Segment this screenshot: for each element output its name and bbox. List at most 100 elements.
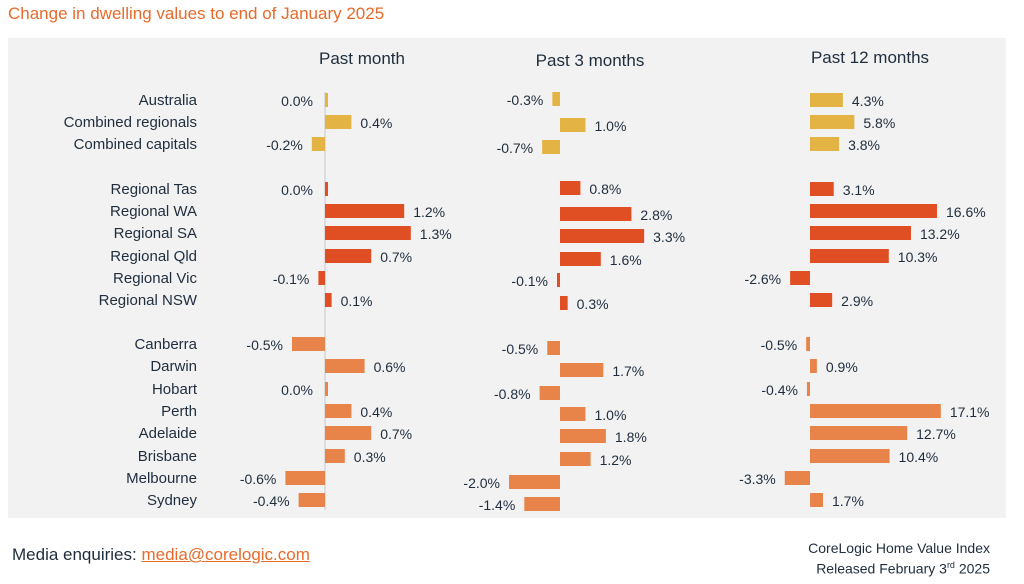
data-label: 0.0% xyxy=(281,382,313,398)
data-label: -0.2% xyxy=(266,137,303,153)
bar xyxy=(560,429,606,443)
bar xyxy=(325,182,328,196)
bar xyxy=(318,271,325,285)
release-suffix: 2025 xyxy=(954,560,990,577)
category-label: Perth xyxy=(161,403,197,420)
data-label: 3.8% xyxy=(848,137,880,153)
bar xyxy=(285,471,325,485)
data-label: 1.0% xyxy=(595,118,627,134)
bar xyxy=(325,293,332,307)
bar xyxy=(325,93,328,107)
data-label: 0.9% xyxy=(826,359,858,375)
data-label: 13.2% xyxy=(920,226,960,242)
category-label: Australia xyxy=(139,92,198,109)
data-label: 0.1% xyxy=(341,293,373,309)
bar xyxy=(790,271,810,285)
data-label: 0.4% xyxy=(360,115,392,131)
data-label: 0.3% xyxy=(354,449,386,465)
data-label: 3.3% xyxy=(653,229,685,245)
data-label: 1.3% xyxy=(420,226,452,242)
bar xyxy=(560,118,586,132)
bar xyxy=(560,452,591,466)
release-date: Released February 3rd 2025 xyxy=(808,557,990,578)
category-label: Regional Tas xyxy=(111,181,197,198)
data-label: -1.4% xyxy=(479,497,516,513)
data-label: 0.3% xyxy=(577,296,609,312)
category-label: Regional Vic xyxy=(113,270,197,287)
media-email-link[interactable]: media@corelogic.com xyxy=(141,545,310,564)
bar xyxy=(325,449,345,463)
data-label: 0.7% xyxy=(380,249,412,265)
bar xyxy=(810,93,843,107)
data-label: 1.7% xyxy=(832,493,864,509)
category-label: Regional Qld xyxy=(110,248,197,265)
data-label: -0.1% xyxy=(511,273,548,289)
bar xyxy=(810,115,855,129)
data-label: 0.0% xyxy=(281,93,313,109)
category-label: Melbourne xyxy=(126,470,197,487)
data-label: -0.1% xyxy=(273,271,310,287)
data-label: 10.4% xyxy=(899,449,939,465)
category-label: Regional WA xyxy=(110,203,197,220)
bar xyxy=(560,296,568,310)
data-label: 16.6% xyxy=(946,204,986,220)
category-label: Regional SA xyxy=(114,225,197,242)
data-label: 2.8% xyxy=(640,207,672,223)
data-label: 17.1% xyxy=(950,404,990,420)
data-label: 1.2% xyxy=(600,452,632,468)
bar-chart: Australia Combined regionals Combined capi… xyxy=(64,48,990,513)
bar xyxy=(542,140,560,154)
bar xyxy=(806,382,810,396)
data-label: -0.3% xyxy=(507,92,544,108)
bar xyxy=(810,182,834,196)
data-label: 1.8% xyxy=(615,429,647,445)
bar xyxy=(325,249,372,263)
category-label: Sydney xyxy=(147,492,198,509)
release-prefix: Released February 3 xyxy=(816,560,947,577)
category-label: Canberra xyxy=(134,336,197,353)
data-label: -0.4% xyxy=(761,382,798,398)
bar xyxy=(810,137,840,151)
data-label: 0.8% xyxy=(589,181,621,197)
bar xyxy=(810,204,937,218)
bar xyxy=(560,252,601,266)
category-label: Hobart xyxy=(152,381,198,398)
category-label: Adelaide xyxy=(139,425,197,442)
column-header: Past 12 months xyxy=(811,48,929,67)
bar xyxy=(810,404,941,418)
data-label: -0.5% xyxy=(246,337,283,353)
bar xyxy=(810,426,908,440)
data-label: 0.6% xyxy=(374,359,406,375)
bar xyxy=(560,207,632,221)
column-header: Past 3 months xyxy=(536,51,645,70)
data-label: 10.3% xyxy=(898,249,938,265)
category-label: Regional NSW xyxy=(99,292,198,309)
data-label: 0.7% xyxy=(380,426,412,442)
column-header: Past month xyxy=(319,49,405,68)
bar xyxy=(560,363,604,377)
data-label: 1.6% xyxy=(610,252,642,268)
bar xyxy=(810,493,824,507)
data-label: -0.5% xyxy=(502,341,539,357)
bar xyxy=(509,475,560,489)
bar xyxy=(325,115,352,129)
data-label: 3.1% xyxy=(843,182,875,198)
bar xyxy=(560,407,586,421)
data-label: 1.2% xyxy=(413,204,445,220)
bar xyxy=(784,471,810,485)
media-label: Media enquiries: xyxy=(12,545,142,564)
bar xyxy=(325,404,352,418)
bar xyxy=(810,359,817,373)
bar xyxy=(557,273,560,287)
index-name: CoreLogic Home Value Index xyxy=(808,540,990,556)
bar xyxy=(810,226,911,240)
data-label: -0.5% xyxy=(761,337,798,353)
data-label: -0.7% xyxy=(497,140,534,156)
data-label: -0.6% xyxy=(240,471,277,487)
data-label: -3.3% xyxy=(739,471,776,487)
category-label: Darwin xyxy=(150,358,197,375)
bar xyxy=(311,137,325,151)
bar xyxy=(560,229,645,243)
data-label: 1.0% xyxy=(595,407,627,423)
chart-panel: Australia Combined regionals Combined capi… xyxy=(8,38,1006,518)
